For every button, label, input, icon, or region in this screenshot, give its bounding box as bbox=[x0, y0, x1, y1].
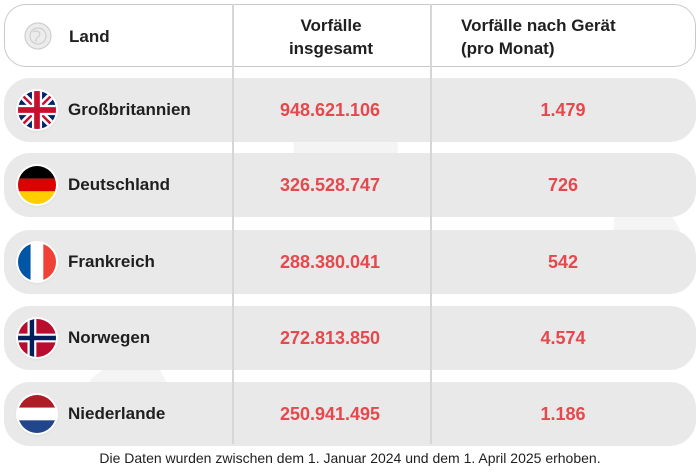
total-value: 250.941.495 bbox=[279, 403, 381, 424]
per-device-value: 1.186 bbox=[540, 403, 586, 424]
total-value: 326.528.747 bbox=[279, 174, 381, 195]
country-name: Niederlande bbox=[68, 404, 166, 423]
column-divider bbox=[232, 4, 234, 444]
norway-flag-icon bbox=[18, 319, 56, 357]
country-name: Deutschland bbox=[68, 175, 171, 194]
footnote: Die Daten wurden zwischen dem 1. Januar … bbox=[99, 450, 601, 466]
globe-icon bbox=[24, 22, 52, 50]
total-value: 288.380.041 bbox=[279, 251, 381, 272]
header-land: Land bbox=[69, 26, 110, 46]
table-row: Großbritannien 948.621.106 1.479 bbox=[4, 78, 696, 142]
country-name: Großbritannien bbox=[68, 100, 191, 119]
table-row: Deutschland 326.528.747 726 bbox=[4, 153, 696, 217]
per-device-value: 726 bbox=[547, 174, 579, 195]
table-row: Frankreich 288.380.041 542 bbox=[4, 230, 696, 294]
country-name: Norwegen bbox=[68, 328, 151, 347]
netherlands-flag-icon bbox=[18, 395, 56, 433]
header-total-line2: insgesamt bbox=[288, 38, 374, 58]
column-divider bbox=[430, 4, 432, 444]
per-device-value: 542 bbox=[547, 251, 579, 272]
header-total-line1: Vorfälle bbox=[300, 15, 362, 35]
per-device-value: 1.479 bbox=[540, 99, 586, 120]
header-total: Vorfälle insgesamt bbox=[233, 5, 429, 68]
country-name: Frankreich bbox=[68, 252, 155, 271]
uk-flag-icon bbox=[18, 91, 56, 129]
table-row: Norwegen 272.813.850 4.574 bbox=[4, 306, 696, 370]
france-flag-icon bbox=[18, 243, 56, 281]
table-header: Land Vorfälle insgesamt Vorfälle nach Ge… bbox=[4, 4, 696, 67]
header-device-line1: Vorfälle nach Gerät bbox=[461, 15, 616, 35]
header-device-line2: (pro Monat) bbox=[461, 38, 555, 58]
header-device: Vorfälle nach Gerät (pro Monat) bbox=[461, 5, 697, 68]
germany-flag-icon bbox=[18, 166, 56, 204]
per-device-value: 4.574 bbox=[540, 327, 586, 348]
table-row: Niederlande 250.941.495 1.186 bbox=[4, 382, 696, 446]
total-value: 948.621.106 bbox=[279, 99, 381, 120]
total-value: 272.813.850 bbox=[279, 327, 381, 348]
incident-table: Land Vorfälle insgesamt Vorfälle nach Ge… bbox=[4, 4, 696, 446]
